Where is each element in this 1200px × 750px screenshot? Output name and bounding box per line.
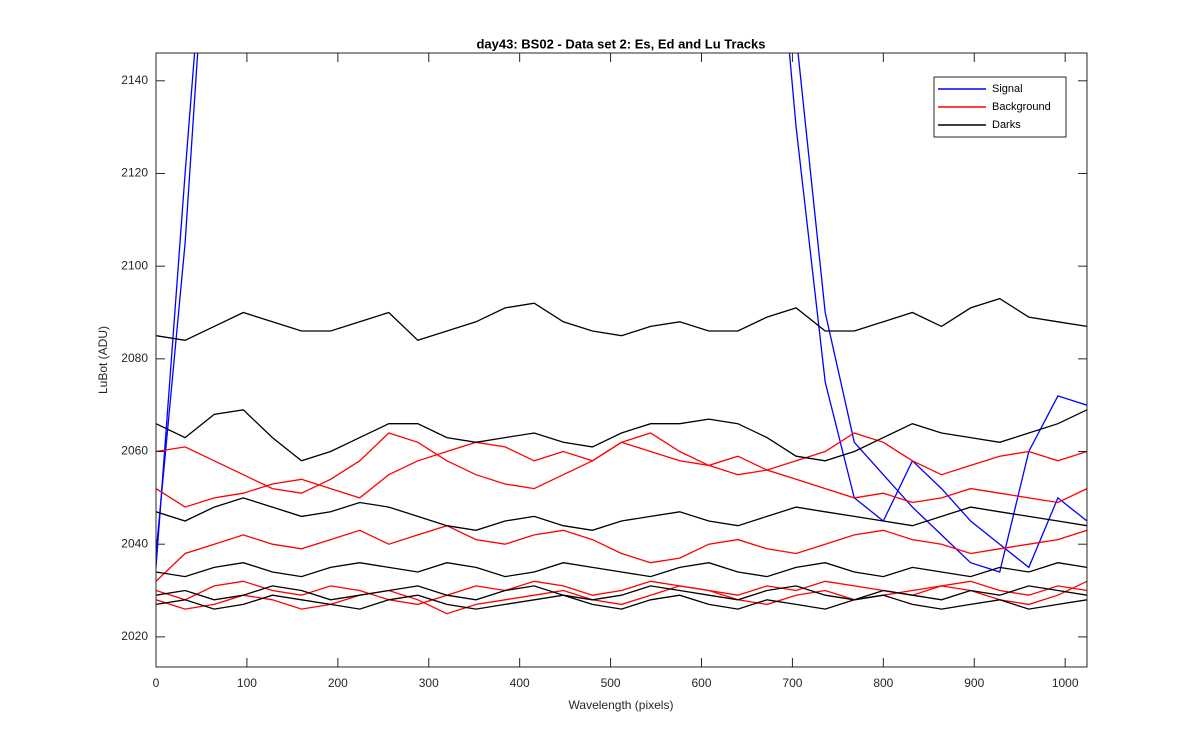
y-tick-label: 2100 bbox=[121, 258, 148, 272]
y-tick-label: 2140 bbox=[121, 73, 148, 87]
legend-label: Background bbox=[992, 101, 1051, 113]
x-tick-label: 600 bbox=[691, 676, 711, 690]
series-line bbox=[156, 53, 1087, 569]
series-line bbox=[156, 409, 1087, 462]
x-tick-label: 1000 bbox=[1052, 676, 1079, 690]
x-axis-label: Wavelength (pixels) bbox=[569, 698, 674, 712]
y-tick-label: 2060 bbox=[121, 444, 148, 458]
series-line bbox=[156, 580, 1087, 615]
series-line bbox=[156, 497, 1087, 531]
legend: Signal Background Darks bbox=[933, 76, 1067, 138]
y-tick-label: 2120 bbox=[121, 166, 148, 180]
x-tick-label: 300 bbox=[419, 676, 439, 690]
y-tick-label: 2020 bbox=[121, 629, 148, 643]
x-tick-label: 100 bbox=[237, 676, 257, 690]
x-tick-label: 200 bbox=[328, 676, 348, 690]
series-line bbox=[156, 525, 1087, 582]
x-tick-label: 0 bbox=[153, 676, 160, 690]
series-line bbox=[156, 594, 1087, 610]
legend-label: Signal bbox=[992, 83, 1023, 95]
series-line bbox=[156, 297, 1087, 342]
lines bbox=[156, 53, 1087, 615]
x-tick-label: 700 bbox=[782, 676, 802, 690]
series-line bbox=[156, 432, 1087, 508]
series-line bbox=[156, 53, 1087, 573]
x-tick-label: 500 bbox=[601, 676, 621, 690]
x-tick-label: 400 bbox=[510, 676, 530, 690]
series-line bbox=[156, 585, 1087, 601]
series-line bbox=[156, 562, 1087, 578]
x-tick-label: 900 bbox=[964, 676, 984, 690]
plot-area bbox=[156, 53, 1087, 667]
y-axis-label: LuBot (ADU) bbox=[96, 326, 110, 394]
y-tick-label: 2080 bbox=[121, 351, 148, 365]
y-tick-label: 2040 bbox=[121, 536, 148, 550]
legend-label: Darks bbox=[992, 119, 1021, 131]
series-line bbox=[156, 580, 1087, 606]
chart-title: day43: BS02 - Data set 2: Es, Ed and Lu … bbox=[476, 36, 765, 51]
axes-box bbox=[155, 52, 1088, 668]
x-tick-label: 800 bbox=[873, 676, 893, 690]
